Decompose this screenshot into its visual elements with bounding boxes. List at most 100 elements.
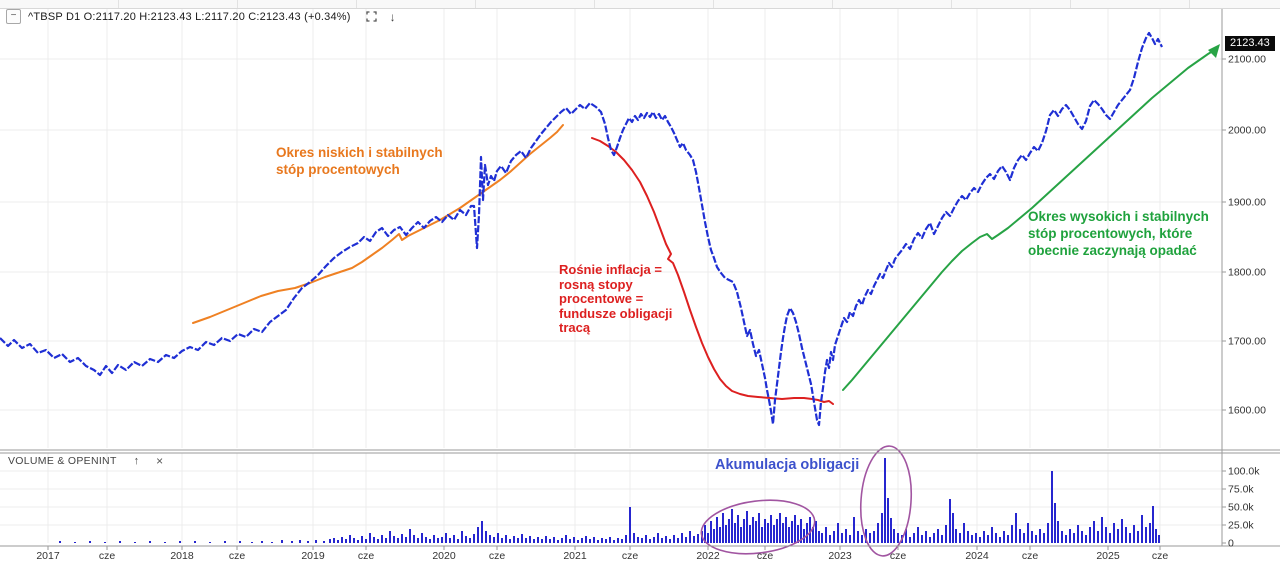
volume-bar [251, 542, 253, 543]
volume-bar [477, 527, 479, 543]
volume-bar [457, 539, 459, 543]
volume-bar [365, 539, 367, 543]
volume-bar [734, 523, 736, 543]
volume-bar [425, 537, 427, 543]
annotation-bond-accumulation: Akumulacja obligacji [715, 457, 860, 473]
collapse-pane-button[interactable]: − [6, 9, 21, 24]
volume-bar [441, 537, 443, 543]
volume-bar [689, 531, 691, 543]
volume-bar [945, 525, 947, 543]
volume-bar [74, 542, 76, 543]
volume-bar [541, 539, 543, 543]
date-tick-label: 2021 [563, 550, 587, 562]
volume-bar [381, 535, 383, 543]
maximize-icon[interactable] [365, 11, 377, 22]
volume-bar [561, 538, 563, 543]
close-pane-icon[interactable]: × [156, 454, 164, 468]
volume-bar [681, 533, 683, 543]
volume-bar [569, 539, 571, 543]
volume-bar [323, 541, 325, 543]
date-tick-label: cze [757, 550, 774, 562]
volume-bar [937, 529, 939, 543]
volume-bar [517, 538, 519, 543]
last-price-badge: 2123.43 [1225, 36, 1275, 51]
volume-bar [767, 523, 769, 543]
scroll-down-icon[interactable]: ↓ [389, 9, 396, 24]
volume-bar [645, 535, 647, 543]
volume-bar [829, 535, 831, 543]
volume-bar [537, 537, 539, 543]
volume-bar [746, 511, 748, 543]
volume-bar [239, 541, 241, 543]
volume-bar [291, 541, 293, 543]
volume-bar [987, 535, 989, 543]
move-pane-up-icon[interactable]: ↑ [133, 455, 140, 467]
volume-bar [933, 533, 935, 543]
volume-bar [417, 538, 419, 543]
top-toolbar[interactable] [0, 0, 1280, 9]
volume-bar [861, 535, 863, 543]
volume-tick-label: 75.0k [1228, 484, 1254, 496]
volume-bar [812, 527, 814, 543]
volume-bar [333, 538, 335, 543]
volume-bar [449, 538, 451, 543]
volume-bar [979, 537, 981, 543]
volume-bar [685, 537, 687, 543]
volume-bar [1073, 533, 1075, 543]
volume-bar [1065, 535, 1067, 543]
volume-bar [704, 525, 706, 543]
volume-bar [1113, 523, 1115, 543]
volume-bar [1133, 525, 1135, 543]
volume-bar [995, 533, 997, 543]
date-tick-label: 2019 [301, 550, 325, 562]
volume-bar [104, 542, 106, 543]
green-trend-arrowhead [1208, 44, 1220, 58]
volume-bar [641, 538, 643, 543]
red-trend-line [591, 137, 834, 405]
volume-bar [999, 537, 1001, 543]
volume-bar [1015, 513, 1017, 543]
volume-bar [617, 538, 619, 543]
volume-bar [513, 536, 515, 543]
volume-bar [722, 513, 724, 543]
annotation-low-rates: Okres niskich i stabilnych stóp procento… [276, 145, 443, 177]
volume-bar [271, 542, 273, 543]
volume-bar [589, 539, 591, 543]
volume-bar [725, 525, 727, 543]
volume-bar [485, 531, 487, 543]
volume-bar [929, 537, 931, 543]
volume-bar [361, 536, 363, 543]
volume-bar [385, 538, 387, 543]
volume-bar [497, 533, 499, 543]
volume-bar [728, 519, 730, 543]
volume-bar [194, 541, 196, 543]
volume-bar [800, 519, 802, 543]
volume-bar [1031, 531, 1033, 543]
volume-bar [963, 523, 965, 543]
volume-bar [1141, 515, 1143, 543]
volume-bar [59, 541, 61, 543]
volume-bar [657, 533, 659, 543]
volume-bar [716, 517, 718, 543]
volume-bar [1125, 527, 1127, 543]
volume-bar [661, 538, 663, 543]
volume-bar [1101, 517, 1103, 543]
date-tick-label: 2017 [36, 550, 60, 562]
volume-bar [209, 542, 211, 543]
volume-bar [413, 535, 415, 543]
volume-bar [1121, 519, 1123, 543]
volume-bar [952, 513, 954, 543]
volume-bar [281, 540, 283, 543]
volume-bar [837, 523, 839, 543]
volume-bar [677, 538, 679, 543]
date-tick-label: 2025 [1096, 550, 1120, 562]
volume-bar [761, 527, 763, 543]
volume-bar [890, 518, 892, 543]
volume-bar [299, 540, 301, 543]
volume-bar [809, 517, 811, 543]
volume-bar [353, 538, 355, 543]
volume-bar [89, 541, 91, 543]
volume-bar [149, 541, 151, 543]
volume-bar [887, 498, 889, 543]
